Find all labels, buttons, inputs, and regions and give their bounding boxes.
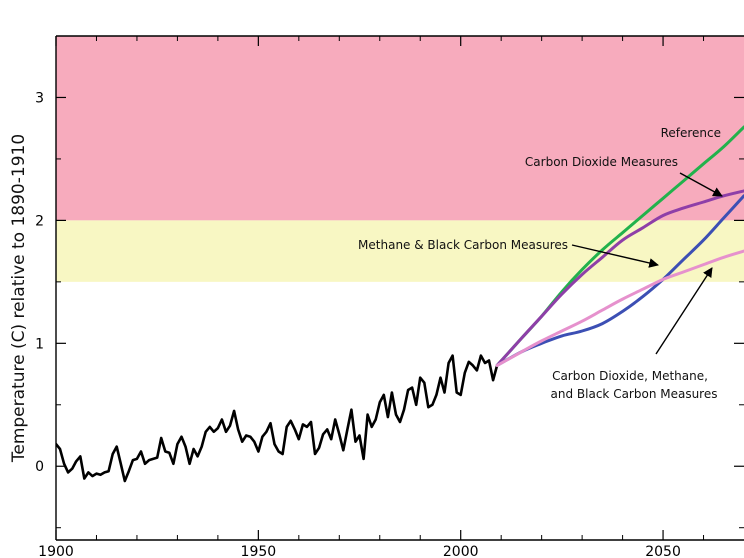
x-tick-label: 2000 xyxy=(443,544,479,558)
y-axis-label: Temperature (C) relative to 1890-1910 xyxy=(9,134,29,463)
observed-series xyxy=(56,354,499,483)
co2-measures-series xyxy=(495,189,744,367)
combined-measures-series xyxy=(495,249,744,367)
annotation-co2-measures: Carbon Dioxide Measures xyxy=(525,155,678,169)
annotation-methane-bc: Methane & Black Carbon Measures xyxy=(358,238,568,252)
y-tick-label: 3 xyxy=(35,90,44,106)
annotation-methane-bc-arrow xyxy=(571,244,659,268)
y-tick-label: 0 xyxy=(35,459,44,475)
methane-bc-series xyxy=(495,194,744,367)
annotation-combined-line1: Carbon Dioxide, Methane, xyxy=(552,369,708,383)
annotation-reference: Reference xyxy=(661,126,721,140)
series-layer xyxy=(56,125,744,483)
x-tick-label: 1900 xyxy=(38,544,74,558)
y-tick-label: 2 xyxy=(35,213,44,229)
annotation-combined-line1-arrow xyxy=(655,267,713,355)
axes: 0 1 2 3 1900 1950 2000 2050 Temperature (C) rela… xyxy=(9,35,744,558)
x-tick-label: 1950 xyxy=(241,544,277,558)
band-1 xyxy=(56,220,744,282)
annotation-combined-line2: and Black Carbon Measures xyxy=(551,387,718,401)
x-tick-label: 2050 xyxy=(645,544,681,558)
threshold-bands xyxy=(56,36,744,282)
annotation-co2-measures-arrow xyxy=(679,172,723,197)
annotations: Reference Carbon Dioxide Measures Methane … xyxy=(358,126,723,401)
band-0 xyxy=(56,36,744,221)
y-tick-label: 1 xyxy=(35,336,44,352)
